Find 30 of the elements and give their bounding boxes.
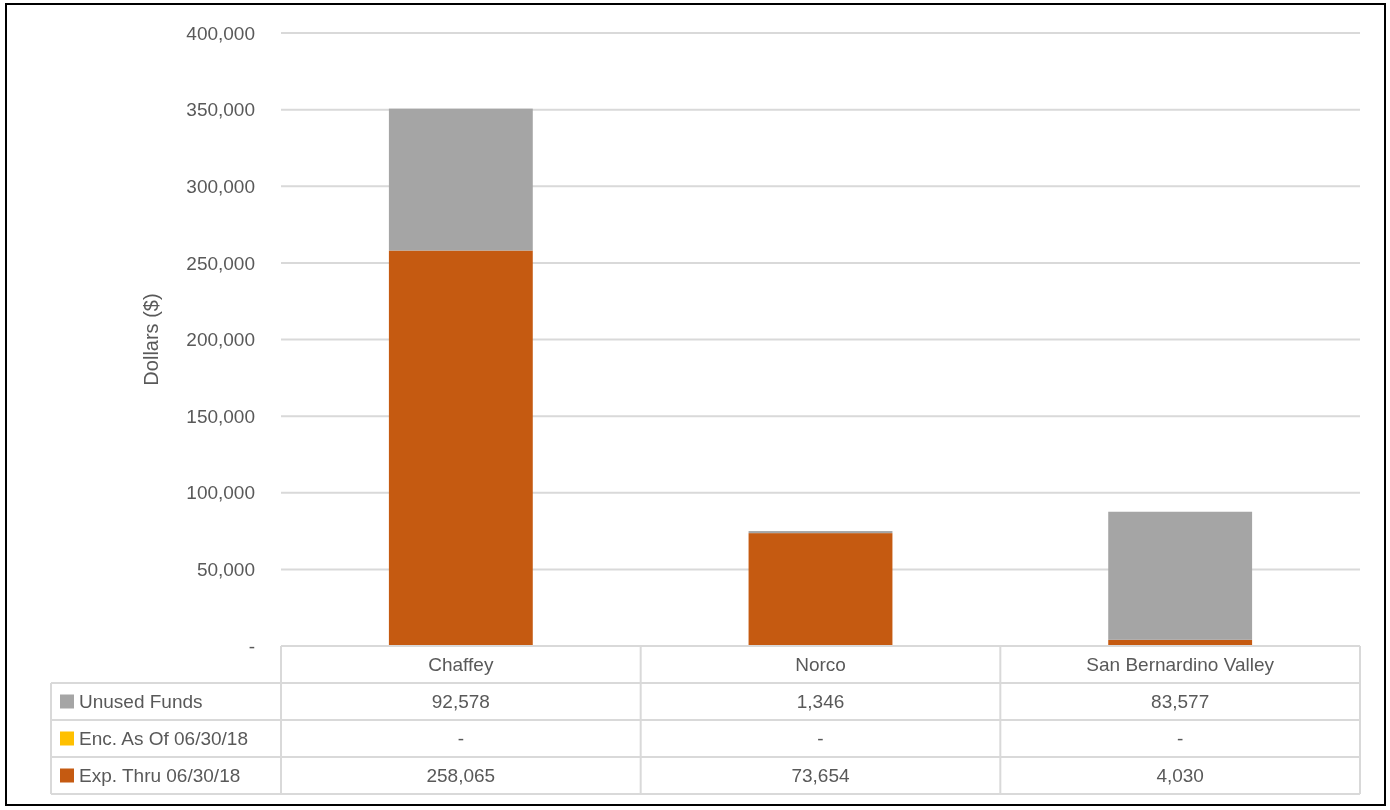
bar [1108, 511, 1253, 640]
bar [748, 531, 893, 534]
bar [748, 533, 893, 646]
y-tick-label: 100,000 [186, 482, 255, 504]
x-tick-label: San Bernardino Valley [1086, 654, 1275, 676]
x-tick-label: Chaffey [428, 654, 494, 676]
data-label: - [1177, 728, 1184, 750]
legend-label: Enc. As Of 06/30/18 [79, 728, 248, 750]
bar [388, 108, 533, 251]
x-tick-label: Norco [795, 654, 846, 676]
y-tick-label: 250,000 [186, 252, 255, 274]
data-label: 1,346 [796, 691, 845, 713]
y-tick-label: 200,000 [186, 329, 255, 351]
y-tick-label: 350,000 [186, 99, 255, 121]
bar [388, 250, 533, 646]
data-label: 92,578 [431, 691, 490, 713]
data-label: 83,577 [1151, 691, 1210, 713]
y-tick-label: 150,000 [186, 405, 255, 427]
data-label: - [457, 728, 464, 750]
y-tick-label: 300,000 [186, 175, 255, 197]
data-label: - [817, 728, 824, 750]
y-tick-label: 400,000 [186, 22, 255, 44]
legend-label: Unused Funds [79, 691, 203, 713]
data-label: 4,030 [1156, 765, 1204, 787]
data-label: 258,065 [426, 765, 496, 787]
legend-label: Exp. Thru 06/30/18 [79, 765, 241, 787]
y-tick-label: 50,000 [196, 559, 255, 581]
data-label: 73,654 [791, 765, 850, 787]
y-tick-label: - [248, 635, 255, 657]
y-axis-title: Dollars ($) [140, 293, 162, 386]
